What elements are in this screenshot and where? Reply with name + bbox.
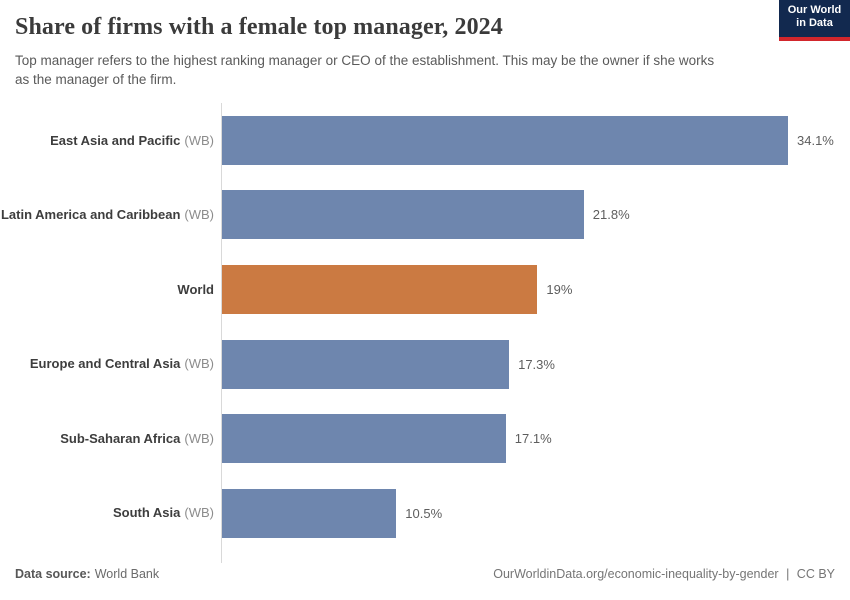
category-label-main: East Asia and Pacific (50, 132, 181, 148)
bar-value-label: 17.3% (518, 356, 555, 372)
category-label: Latin America and Caribbean (WB) (0, 207, 221, 223)
bar-highlighted[interactable] (222, 264, 538, 314)
bar[interactable] (222, 488, 397, 538)
chart-subtitle: Top manager refers to the highest rankin… (15, 52, 715, 87)
owid-logo-line1: Our World (787, 4, 842, 16)
category-label-suffix: (WB) (184, 356, 214, 372)
bar[interactable] (222, 190, 584, 240)
footer-url[interactable]: OurWorldinData.org/economic-inequality-b… (493, 567, 779, 581)
category-label-main: Europe and Central Asia (29, 356, 181, 372)
bar[interactable] (222, 339, 510, 389)
category-label-main: Sub-Saharan Africa (60, 430, 181, 446)
category-label: Europe and Central Asia (WB) (0, 356, 221, 372)
bar-row: East Asia and Pacific (WB) 34.1% (0, 103, 850, 178)
footer-license: CC BY (796, 567, 835, 581)
owid-logo[interactable]: Our World in Data (779, 0, 850, 41)
bar-value-label: 10.5% (405, 505, 443, 521)
data-source-value: World Bank (94, 567, 160, 581)
data-source: Data source: World Bank (15, 567, 159, 581)
footer-link[interactable]: OurWorldinData.org/economic-inequality-b… (493, 567, 835, 581)
bar[interactable] (222, 414, 506, 464)
owid-logo-line2: in Data (796, 17, 833, 29)
bar-value-label: 17.1% (514, 431, 552, 447)
bar-row: World 19% (0, 252, 850, 327)
category-label-suffix: (WB) (184, 430, 214, 446)
axis-line (221, 103, 222, 563)
category-label-suffix: (WB) (184, 207, 214, 223)
bar[interactable] (222, 115, 788, 165)
bar-value-label: 34.1% (797, 132, 834, 148)
category-label: South Asia (WB) (0, 505, 221, 521)
bar-row: Sub-Saharan Africa (WB) 17.1% (0, 401, 850, 476)
chart-header: Share of firms with a female top manager… (15, 14, 835, 89)
data-source-label: Data source: (15, 567, 91, 581)
bar-value-label: 19% (546, 281, 573, 297)
category-label-suffix: (WB) (184, 505, 214, 521)
page-title: Share of firms with a female top manager… (15, 14, 503, 40)
chart-footer: Data source: World Bank OurWorldinData.or… (15, 567, 835, 581)
category-label: East Asia and Pacific (WB) (0, 133, 221, 149)
footer-separator: | (786, 567, 790, 581)
bar-value-label: 21.8% (592, 207, 630, 223)
category-label-main: Latin America and Caribbean (0, 207, 181, 223)
bar-row: South Asia (WB) 10.5% (0, 476, 850, 551)
bar-rows: East Asia and Pacific (WB) 34.1% Latin Am… (0, 103, 850, 551)
plot-area: East Asia and Pacific (WB) 34.1% Latin Am… (0, 103, 850, 563)
category-label: World (0, 282, 221, 298)
category-label-main: World (177, 281, 214, 297)
bar-row: Latin America and Caribbean (WB) 21.8% (0, 178, 850, 253)
category-label-suffix: (WB) (184, 132, 214, 148)
bar-row: Europe and Central Asia (WB) 17.3% (0, 327, 850, 402)
category-label-main: South Asia (112, 505, 181, 521)
category-label: Sub-Saharan Africa (WB) (0, 431, 221, 447)
